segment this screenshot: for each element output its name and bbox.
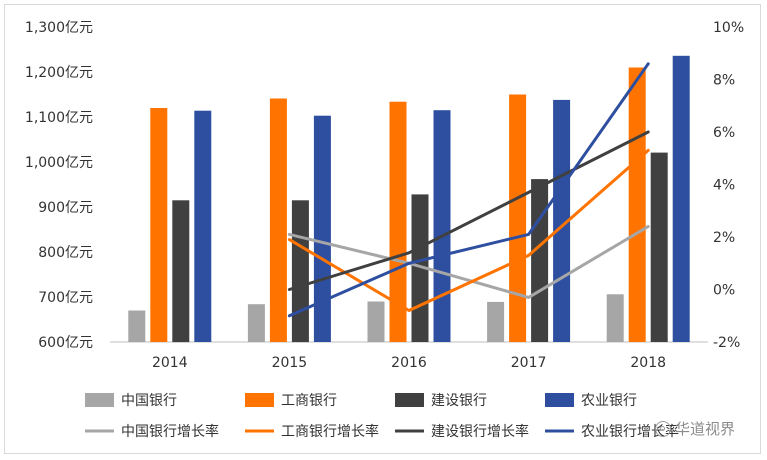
legend-label: 建设银行增长率	[431, 423, 529, 440]
bar-2017	[509, 94, 527, 342]
legend-label: 农业银行	[581, 393, 637, 409]
y-left-tick-label: 700亿元	[38, 290, 93, 306]
y-right-tick-label: 0%	[713, 283, 735, 299]
growth-rate-line	[287, 62, 650, 318]
watermark: 华道视界	[655, 418, 735, 439]
bar-2014	[150, 108, 168, 342]
wechat-logo-icon	[655, 420, 671, 437]
bar-2015	[269, 98, 287, 342]
y-right-tick-label: 8%	[713, 73, 735, 89]
y-left-tick-label: 1,300亿元	[25, 20, 93, 36]
bar-2014	[128, 310, 146, 342]
bar-2015	[313, 115, 331, 342]
bar-2018	[606, 294, 624, 342]
bar-2014	[194, 110, 212, 342]
legend-label: 工商银行	[281, 393, 337, 409]
bar-2018	[672, 55, 690, 343]
bar-2016	[367, 301, 385, 342]
y-right-tick-label: 4%	[713, 178, 735, 194]
legend-swatch-bar	[245, 393, 274, 407]
growth-rate-line	[287, 225, 650, 299]
legend-swatch-bar	[395, 393, 424, 407]
legend-label: 中国银行	[121, 393, 177, 409]
x-tick-label: 2015	[272, 355, 308, 371]
legend-label: 农业银行增长率	[581, 423, 679, 440]
bar-2016	[389, 101, 407, 342]
y-left-tick-label: 1,100亿元	[25, 110, 93, 126]
legend-label: 工商银行增长率	[281, 423, 379, 440]
bar-2016	[433, 110, 451, 342]
bar-2014	[172, 200, 190, 343]
bar-2018	[628, 67, 646, 342]
y-left-tick-label: 1,000亿元	[25, 155, 93, 171]
y-left-tick-label: 600亿元	[38, 335, 93, 351]
y-left-tick-label: 800亿元	[38, 245, 93, 261]
legend-swatch-bar	[545, 393, 574, 407]
bar-2017	[487, 301, 505, 342]
bar-2017	[531, 179, 549, 342]
x-tick-label: 2014	[152, 355, 188, 371]
x-tick-label: 2017	[511, 355, 547, 371]
y-right-tick-label: 2%	[713, 230, 735, 246]
growth-rate-line	[287, 130, 650, 291]
line-series-group	[287, 62, 650, 318]
y-right-tick-label: 10%	[713, 20, 744, 36]
y-left-tick-label: 1,200亿元	[25, 65, 93, 81]
legend-label: 建设银行	[431, 393, 487, 409]
bar-2015	[291, 200, 309, 343]
legend-swatch-bar	[85, 393, 114, 407]
bar-series-group	[128, 55, 690, 343]
legend-label: 中国银行增长率	[121, 423, 219, 440]
bar-2018	[650, 152, 668, 342]
y-right-tick-label: 6%	[713, 125, 735, 141]
x-tick-label: 2016	[391, 355, 427, 371]
y-right-tick-label: -2%	[713, 335, 740, 351]
watermark-text: 华道视界	[675, 420, 736, 438]
x-tick-label: 2018	[630, 355, 666, 371]
growth-rate-line	[287, 148, 650, 312]
y-left-tick-label: 900亿元	[38, 200, 93, 216]
bar-2015	[247, 304, 265, 342]
